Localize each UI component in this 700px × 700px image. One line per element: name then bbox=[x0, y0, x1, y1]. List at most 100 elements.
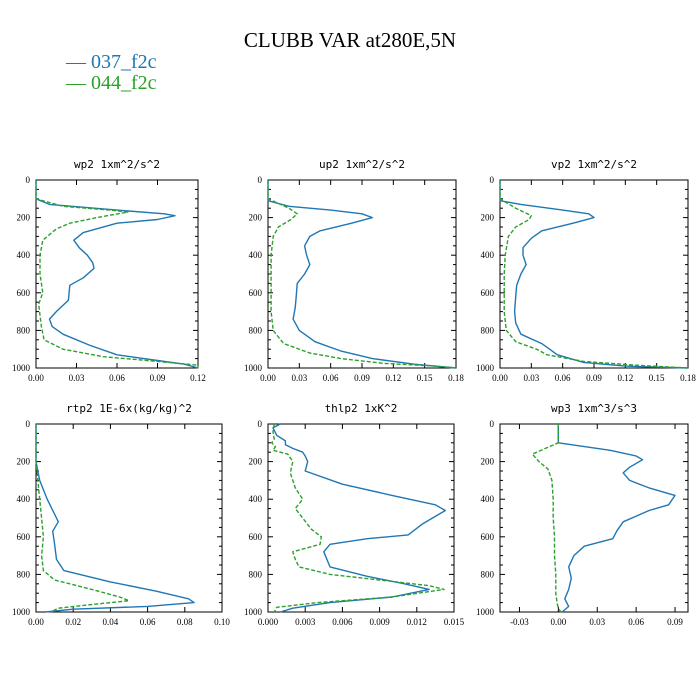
legend-entry-037: — 037_f2c bbox=[66, 51, 157, 73]
y-tick-label: 400 bbox=[249, 494, 263, 504]
y-tick-label: 1000 bbox=[476, 363, 495, 373]
series-line-044_f2c bbox=[499, 180, 689, 369]
y-tick-label: 1000 bbox=[12, 363, 31, 373]
y-tick-label: 800 bbox=[249, 325, 263, 335]
x-tick-label: 0.06 bbox=[109, 373, 125, 383]
x-tick-label: 0.04 bbox=[103, 617, 119, 627]
panel-4: rtp2 1E-6x(kg/kg)^2 0.00 0.02 0.04 0.06 0.08 0… bbox=[12, 402, 230, 627]
x-tick-label: 0.00 bbox=[28, 617, 44, 627]
x-tick-label: 0.000 bbox=[258, 617, 279, 627]
y-tick-label: 0 bbox=[26, 175, 31, 185]
plot-frame bbox=[499, 179, 689, 369]
y-tick-label: 1000 bbox=[476, 607, 495, 617]
x-tick-label: 0.00 bbox=[28, 373, 44, 383]
x-tick-label: 0.12 bbox=[190, 373, 206, 383]
y-tick-label: 400 bbox=[17, 250, 31, 260]
y-tick-label: 800 bbox=[17, 569, 31, 579]
x-tick-label: 0.09 bbox=[667, 617, 683, 627]
panel-2: up2 1xm^2/s^2 0.00 0.03 0.06 0.09 0.12 0.15 0.1… bbox=[244, 158, 464, 383]
series-line-044_f2c bbox=[267, 180, 457, 369]
series-line-037_f2c bbox=[267, 180, 457, 369]
x-tick-label: 0.18 bbox=[680, 373, 696, 383]
y-tick-label: 0 bbox=[258, 419, 263, 429]
panel-title: wp3 1xm^3/s^3 bbox=[551, 402, 637, 415]
y-tick-label: 200 bbox=[17, 457, 31, 467]
y-tick-label: 0 bbox=[26, 419, 31, 429]
y-tick-label: 0 bbox=[258, 175, 263, 185]
x-tick-label: 0.00 bbox=[550, 617, 566, 627]
x-tick-label: 0.012 bbox=[407, 617, 427, 627]
x-tick-label: 0.15 bbox=[649, 373, 665, 383]
y-tick-label: 0 bbox=[490, 175, 495, 185]
y-tick-label: 200 bbox=[481, 457, 495, 467]
panel-3: vp2 1xm^2/s^2 0.00 0.03 0.06 0.09 0.12 0.15 0.1… bbox=[476, 158, 696, 383]
y-tick-label: 800 bbox=[481, 325, 495, 335]
y-tick-label: 200 bbox=[17, 213, 31, 223]
panel-title: vp2 1xm^2/s^2 bbox=[551, 158, 637, 171]
plot-frame bbox=[267, 179, 457, 369]
x-tick-label: 0.03 bbox=[523, 373, 539, 383]
x-tick-label: 0.03 bbox=[69, 373, 85, 383]
panel-title: wp2 1xm^2/s^2 bbox=[74, 158, 160, 171]
x-tick-label: 0.003 bbox=[295, 617, 316, 627]
series-line-044_f2c bbox=[35, 180, 199, 368]
legend-entry-044: — 044_f2c bbox=[66, 72, 157, 94]
x-tick-label: 0.02 bbox=[65, 617, 81, 627]
x-tick-label: 0.08 bbox=[177, 617, 193, 627]
plot-frame bbox=[35, 179, 199, 369]
y-tick-label: 400 bbox=[481, 494, 495, 504]
series-line-044_f2c bbox=[271, 423, 445, 613]
panel-5: thlp2 1xK^2 0.000 0.003 0.006 0.009 0.012 0.01… bbox=[244, 402, 465, 627]
y-tick-label: 600 bbox=[249, 288, 263, 298]
panel-1: wp2 1xm^2/s^2 0.00 0.03 0.06 0.09 0.12 0 200 400… bbox=[12, 158, 206, 383]
y-tick-label: 400 bbox=[249, 250, 263, 260]
x-tick-label: 0.15 bbox=[417, 373, 433, 383]
y-tick-label: 1000 bbox=[244, 607, 263, 617]
y-tick-label: 400 bbox=[17, 494, 31, 504]
x-tick-label: 0.06 bbox=[140, 617, 156, 627]
x-tick-label: 0.18 bbox=[448, 373, 464, 383]
y-tick-label: 600 bbox=[17, 532, 31, 542]
series-line-044_f2c bbox=[35, 424, 130, 613]
y-tick-label: 600 bbox=[17, 288, 31, 298]
y-tick-label: 0 bbox=[490, 419, 495, 429]
y-tick-label: 800 bbox=[481, 569, 495, 579]
y-tick-label: 1000 bbox=[244, 363, 263, 373]
series-line-037_f2c bbox=[35, 180, 199, 369]
series-line-044_f2c bbox=[531, 424, 562, 613]
x-tick-label: 0.12 bbox=[385, 373, 401, 383]
series-line-037_f2c bbox=[557, 424, 676, 613]
y-tick-label: 200 bbox=[249, 457, 263, 467]
panel-title: up2 1xm^2/s^2 bbox=[319, 158, 405, 171]
x-tick-label: 0.06 bbox=[555, 373, 571, 383]
x-tick-label: 0.03 bbox=[291, 373, 307, 383]
x-tick-label: 0.006 bbox=[332, 617, 353, 627]
y-tick-label: 600 bbox=[249, 532, 263, 542]
y-tick-label: 200 bbox=[249, 213, 263, 223]
x-tick-label: 0.03 bbox=[589, 617, 605, 627]
series-line-037_f2c bbox=[35, 424, 195, 613]
x-tick-label: 0.09 bbox=[354, 373, 370, 383]
chart-main-title: CLUBB VAR at280E,5N bbox=[243, 28, 457, 52]
y-tick-label: 1000 bbox=[12, 607, 31, 617]
x-tick-label: 0.09 bbox=[150, 373, 166, 383]
x-tick-label: 0.015 bbox=[444, 617, 465, 627]
series-line-037_f2c bbox=[499, 180, 689, 369]
x-tick-label: 0.10 bbox=[214, 617, 230, 627]
y-tick-label: 200 bbox=[481, 213, 495, 223]
y-tick-label: 600 bbox=[481, 532, 495, 542]
plot-frame bbox=[35, 423, 223, 613]
x-tick-label: 0.009 bbox=[369, 617, 390, 627]
x-tick-label: 0.09 bbox=[586, 373, 602, 383]
panel-6: wp3 1xm^3/s^3 -0.03 0.00 0.03 0.06 0.09 0 200 40… bbox=[476, 402, 689, 627]
y-tick-label: 800 bbox=[249, 569, 263, 579]
panel-title: thlp2 1xK^2 bbox=[325, 402, 398, 415]
x-tick-label: 0.12 bbox=[617, 373, 633, 383]
panel-title: rtp2 1E-6x(kg/kg)^2 bbox=[66, 402, 192, 415]
y-tick-label: 600 bbox=[481, 288, 495, 298]
y-tick-label: 800 bbox=[17, 325, 31, 335]
y-tick-label: 400 bbox=[481, 250, 495, 260]
x-tick-label: 0.06 bbox=[323, 373, 339, 383]
plot-frame bbox=[499, 423, 689, 613]
